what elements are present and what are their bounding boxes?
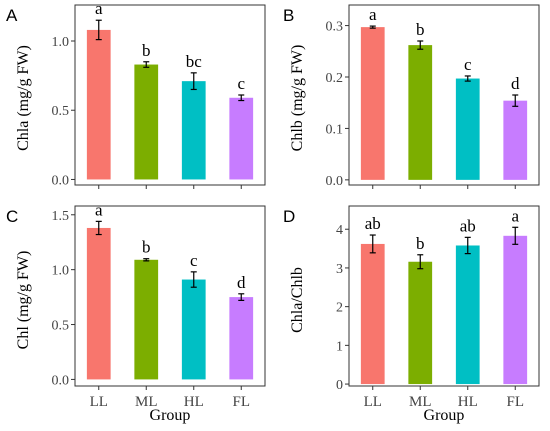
significance-label-c-ml: b	[142, 238, 151, 257]
x-tick-label-d-hl: HL	[458, 394, 478, 410]
y-tick-label-b-3: 0.3	[326, 20, 344, 35]
significance-label-b-fl: d	[511, 74, 520, 93]
error-bar-b-ll	[370, 26, 376, 28]
y-tick-label-d-4: 4	[336, 223, 343, 238]
significance-label-d-fl: a	[511, 206, 519, 225]
bar-d-hl	[456, 245, 480, 384]
y-tick-label-b-2: 0.2	[326, 71, 344, 86]
bar-d-ll	[361, 244, 385, 384]
y-tick-label-a-0: 0.0	[52, 173, 70, 188]
bar-a-hl	[182, 81, 206, 179]
significance-label-a-fl: c	[237, 74, 245, 93]
bar-b-ml	[408, 45, 432, 180]
y-tick-label-d-3: 3	[336, 262, 343, 277]
x-tick-label-c-hl: HL	[184, 394, 204, 410]
y-axis-title-d: Chla/Chlb	[289, 267, 306, 333]
significance-label-c-ll: a	[95, 200, 103, 219]
y-tick-label-b-0: 0.0	[326, 174, 344, 189]
x-tick-label-c-fl: FL	[232, 394, 250, 410]
y-tick-label-c-2: 1.0	[52, 264, 70, 279]
significance-label-b-ll: a	[369, 5, 377, 24]
x-tick-label-d-fl: FL	[506, 394, 524, 410]
bar-b-fl	[503, 101, 527, 180]
bar-b-hl	[456, 79, 480, 180]
bar-a-fl	[229, 98, 253, 180]
significance-label-c-fl: d	[237, 273, 246, 292]
bar-c-ll	[87, 228, 111, 379]
significance-label-b-ml: b	[416, 20, 425, 39]
panel-c: 0.0 0.5 1.0 1.5 a LL b ML c HL d FL	[52, 200, 266, 410]
panel-letter-a: A	[6, 6, 18, 25]
x-tick-label-c-ll: LL	[90, 394, 108, 410]
significance-label-a-ll: a	[95, 0, 103, 18]
bar-d-fl	[503, 236, 527, 384]
significance-label-a-hl: bc	[186, 52, 203, 71]
y-tick-label-a-1: 0.5	[52, 104, 70, 119]
significance-label-d-ll: ab	[365, 214, 381, 233]
significance-label-b-hl: c	[464, 55, 472, 74]
significance-label-d-hl: ab	[460, 216, 476, 235]
y-tick-label-b-1: 0.1	[326, 122, 344, 137]
y-tick-label-c-1: 0.5	[52, 319, 70, 334]
x-tick-label-c-ml: ML	[135, 394, 158, 410]
bar-b-ll	[361, 27, 385, 180]
x-tick-label-d-ll: LL	[364, 394, 382, 410]
y-tick-label-d-2: 2	[336, 301, 343, 316]
panel-d: 0 1 2 3 4 ab LL b ML ab HL a FL	[336, 206, 539, 410]
significance-label-c-hl: c	[190, 251, 198, 270]
panel-letter-c: C	[6, 207, 18, 226]
significance-label-a-ml: b	[142, 41, 151, 60]
panel-letter-b: B	[283, 6, 294, 25]
panel-b: 0.0 0.1 0.2 0.3 a b c d	[326, 5, 540, 189]
y-tick-label-d-1: 1	[336, 339, 343, 354]
y-axis-title-c: Chl (mg/g FW)	[15, 251, 32, 350]
x-tick-label-d-ml: ML	[409, 394, 432, 410]
y-tick-label-c-0: 0.0	[52, 373, 70, 388]
y-tick-label-d-0: 0	[336, 378, 343, 393]
bar-c-fl	[229, 297, 253, 379]
bar-d-ml	[408, 262, 432, 384]
bar-c-ml	[134, 260, 158, 380]
bar-c-hl	[182, 280, 206, 380]
panel-a: 0.0 0.5 1.0 a b bc c	[52, 0, 266, 189]
y-tick-label-a-2: 1.0	[52, 35, 70, 50]
y-tick-label-c-3: 1.5	[52, 209, 70, 224]
panel-letter-d: D	[283, 207, 295, 226]
significance-label-d-ml: b	[416, 234, 425, 253]
y-axis-title-a: Chla (mg/g FW)	[15, 45, 32, 151]
y-axis-title-b: Chlb (mg/g FW)	[289, 45, 306, 152]
bar-a-ml	[134, 65, 158, 180]
bar-a-ll	[87, 30, 111, 180]
